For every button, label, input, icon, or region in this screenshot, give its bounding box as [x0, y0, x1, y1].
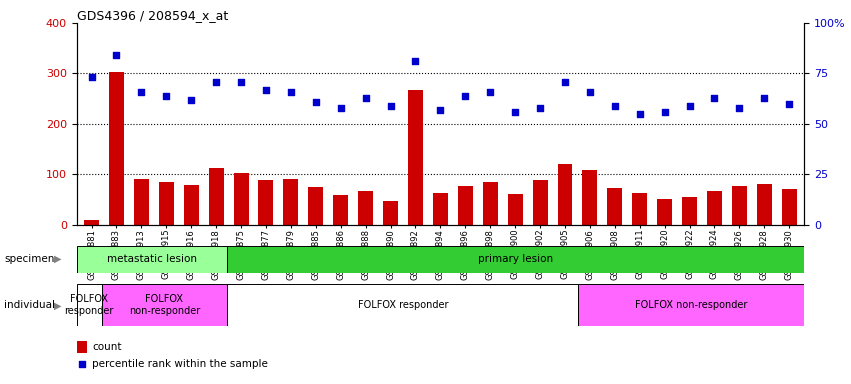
Bar	[732, 186, 747, 225]
Point	[334, 105, 347, 111]
Bar	[408, 90, 423, 225]
Text: ▶: ▶	[54, 300, 61, 310]
Point	[209, 78, 223, 84]
Point	[185, 97, 198, 103]
Point	[75, 361, 89, 367]
Bar	[259, 180, 273, 225]
Point	[757, 94, 771, 101]
Point	[782, 101, 796, 107]
Point	[260, 86, 273, 93]
Bar	[608, 189, 622, 225]
Point	[459, 93, 472, 99]
Bar	[227, 246, 804, 273]
Bar	[233, 173, 248, 225]
Text: FOLFOX responder: FOLFOX responder	[357, 300, 448, 310]
Text: percentile rank within the sample: percentile rank within the sample	[92, 359, 268, 369]
Point	[508, 109, 522, 115]
Text: GDS4396 / 208594_x_at: GDS4396 / 208594_x_at	[77, 9, 228, 22]
Point	[234, 78, 248, 84]
Text: individual: individual	[4, 300, 55, 310]
Bar	[208, 168, 224, 225]
Bar	[782, 189, 797, 225]
Point	[159, 93, 173, 99]
Text: count: count	[92, 342, 122, 352]
Point	[483, 89, 497, 95]
Point	[708, 94, 722, 101]
Bar	[458, 186, 473, 225]
Bar	[557, 164, 573, 225]
Point	[85, 74, 99, 81]
Bar	[533, 180, 547, 225]
Text: FOLFOX
responder: FOLFOX responder	[65, 295, 114, 316]
Point	[733, 105, 746, 111]
Bar	[657, 199, 672, 225]
Bar	[632, 193, 648, 225]
Bar	[159, 182, 174, 225]
Point	[608, 103, 621, 109]
Point	[359, 94, 373, 101]
Text: specimen: specimen	[4, 254, 54, 264]
Bar	[101, 284, 227, 326]
Point	[683, 103, 696, 109]
Bar	[508, 194, 523, 225]
Text: primary lesion: primary lesion	[478, 254, 553, 264]
Text: FOLFOX non-responder: FOLFOX non-responder	[635, 300, 747, 310]
Bar	[683, 197, 697, 225]
Point	[408, 58, 422, 65]
Bar	[227, 284, 579, 326]
Point	[633, 111, 647, 117]
Bar	[77, 341, 87, 353]
Bar	[707, 191, 722, 225]
Bar	[77, 284, 101, 326]
Point	[558, 78, 572, 84]
Bar	[358, 191, 373, 225]
Point	[134, 89, 148, 95]
Point	[583, 89, 597, 95]
Bar	[757, 184, 772, 225]
Point	[534, 105, 547, 111]
Text: metastatic lesion: metastatic lesion	[107, 254, 197, 264]
Bar	[184, 185, 198, 225]
Bar	[77, 246, 227, 273]
Bar	[582, 170, 597, 225]
Bar	[109, 73, 124, 225]
Text: ▶: ▶	[54, 254, 61, 264]
Point	[658, 109, 671, 115]
Point	[384, 103, 397, 109]
Bar	[433, 194, 448, 225]
Bar	[483, 182, 498, 225]
Point	[433, 107, 447, 113]
Bar	[579, 284, 804, 326]
Bar	[84, 220, 99, 225]
Bar	[334, 195, 348, 225]
Bar	[308, 187, 323, 225]
Point	[110, 52, 123, 58]
Bar	[383, 201, 398, 225]
Text: FOLFOX
non-responder: FOLFOX non-responder	[129, 295, 200, 316]
Bar	[134, 179, 149, 225]
Point	[284, 89, 298, 95]
Bar	[283, 179, 299, 225]
Point	[309, 99, 323, 105]
